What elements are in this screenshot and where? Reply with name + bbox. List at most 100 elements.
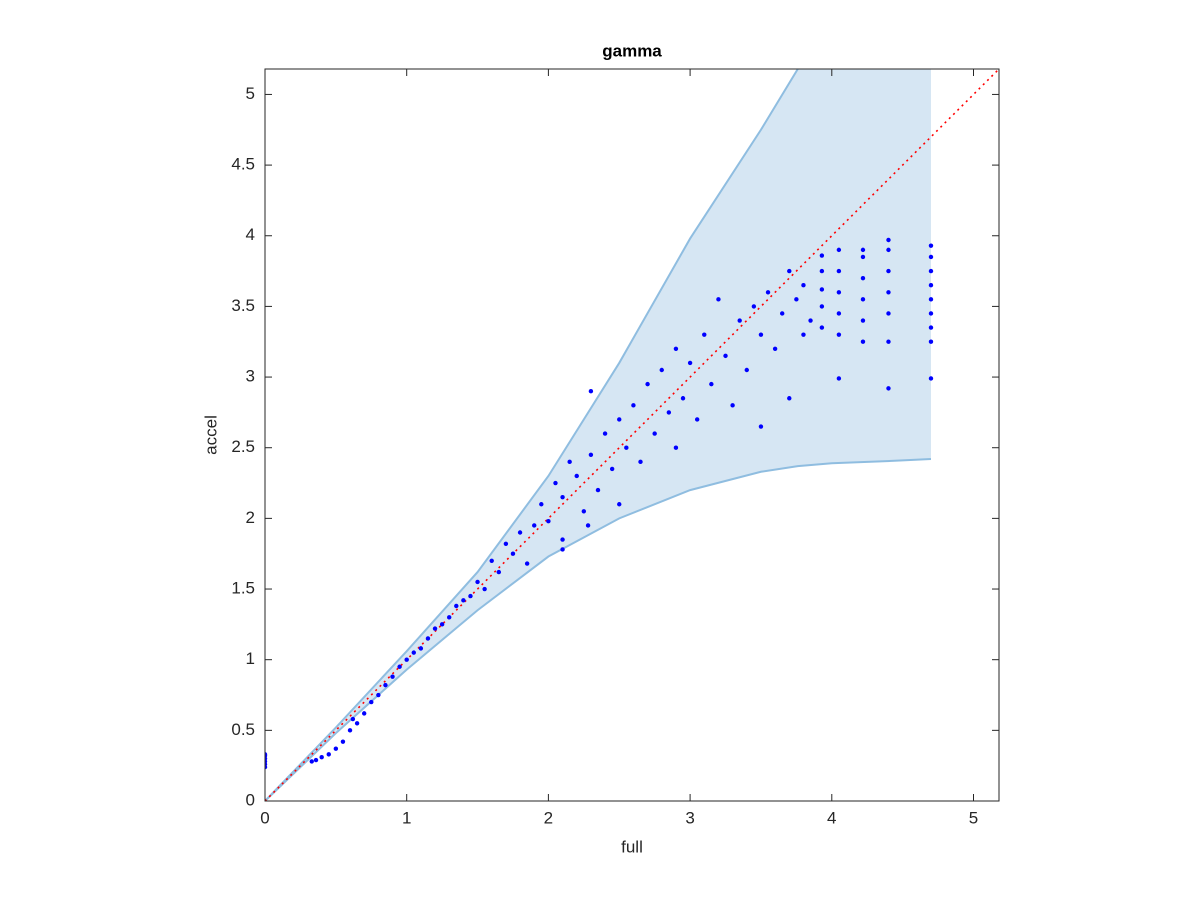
point [928,243,934,248]
point [617,502,622,507]
point [860,318,866,323]
point [313,757,319,763]
x-tick-label: 2 [544,808,553,827]
y-axis-label: accel [201,415,220,455]
point [886,237,891,243]
point [860,275,866,281]
point [574,473,579,479]
point [319,754,324,760]
y-tick-label: 3.5 [231,296,255,315]
point [765,290,771,295]
point [652,431,657,436]
point [772,346,778,351]
y-tick-label: 0 [246,790,255,809]
point [447,615,452,620]
point [836,332,842,337]
point [794,297,799,302]
point [425,636,431,641]
chart-title: gamma [602,41,662,60]
plot-area [265,69,999,801]
x-tick-label: 3 [685,808,694,827]
point [666,410,672,415]
point [744,367,749,373]
point [624,445,629,450]
point [397,664,402,669]
point [928,311,934,316]
point [560,537,565,542]
point [638,459,643,465]
point [361,711,367,716]
x-tick-label: 5 [969,808,978,827]
point [645,381,650,387]
point [411,650,416,655]
point [588,388,594,394]
point [567,459,572,465]
point [836,290,842,295]
point [928,376,934,381]
point [860,339,866,344]
point [836,247,842,253]
point [723,353,728,359]
point [819,325,825,330]
point [560,547,565,552]
point [737,318,742,323]
point [503,541,509,547]
x-tick-label: 1 [402,808,411,827]
y-tick-label: 4 [246,225,255,244]
point [659,367,664,373]
point [546,519,551,524]
point [687,360,693,366]
point [404,657,409,662]
y-tick-label: 5 [246,84,255,103]
point [886,339,891,344]
point [819,287,825,292]
point [758,332,764,337]
point [928,325,934,330]
y-tick-label: 4.5 [231,155,255,174]
point [376,692,381,698]
point [461,598,466,603]
point [673,346,679,351]
x-axis-label: full [621,837,643,856]
band-lower-edge [265,458,932,801]
point [475,579,480,585]
point [347,728,353,733]
point [524,561,530,566]
point [602,431,608,436]
point [631,403,636,408]
point [539,502,544,507]
point [928,283,934,288]
y-tick-label: 3 [246,367,255,386]
point [350,716,356,722]
point [751,304,757,309]
point [309,759,314,764]
point [819,268,825,274]
point [787,268,792,274]
point [886,268,891,274]
point [517,530,523,535]
point [860,247,866,253]
point [609,466,615,472]
point [928,297,934,302]
point [510,551,516,556]
point [553,480,558,486]
point [333,746,339,751]
y-tick-label: 2 [246,508,255,527]
point [588,452,594,457]
point [860,254,866,260]
point [532,523,537,528]
point [680,396,686,401]
x-tick-label: 4 [827,808,836,827]
point [709,381,714,387]
x-tick-label: 0 [260,808,269,827]
point [383,682,388,688]
point [354,721,360,726]
y-tick-label: 2.5 [231,437,255,456]
y-tick-label: 1 [246,649,255,668]
point [836,376,842,381]
band-area [265,69,931,801]
point [928,254,934,260]
point [560,494,565,500]
point [595,487,601,493]
